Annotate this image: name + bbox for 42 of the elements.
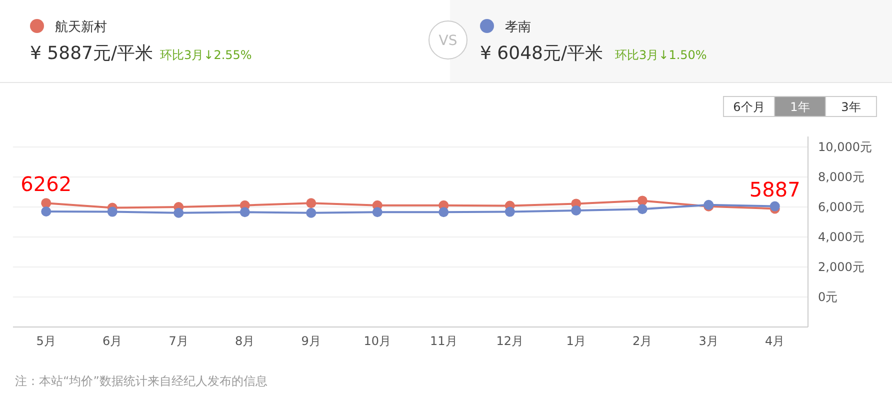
y-tick-label: 10,000元 — [818, 140, 872, 154]
text: 注：本站“均价”数据统计来自经纪人发布的信息 — [15, 374, 268, 388]
x-tick-label: 4月 — [765, 334, 785, 348]
y-tick-label: 0元 — [818, 290, 838, 304]
text: VS — [438, 33, 458, 49]
point — [637, 196, 648, 206]
x-tick-label: 9月 — [301, 334, 321, 348]
legend-label: 航天新村 — [55, 20, 107, 35]
annotation: 5887 — [749, 178, 800, 202]
y-tick-label: 6,000元 — [818, 200, 864, 214]
x-tick-label: 8月 — [235, 334, 255, 348]
legend-label: 孝南 — [505, 20, 531, 35]
x-tick-label: 10月 — [364, 334, 392, 348]
y-tick-label: 2,000元 — [818, 260, 864, 274]
point — [571, 205, 582, 216]
x-tick-label: 1月 — [566, 334, 586, 348]
text: ¥ 5887元/平米 — [30, 43, 154, 64]
text: ¥ 6048元/平米 — [480, 43, 604, 64]
x-tick-label: 11月 — [430, 334, 458, 348]
point — [240, 207, 250, 218]
x-tick-label: 5月 — [36, 334, 56, 348]
x-tick-label: 12月 — [496, 334, 524, 348]
x-tick-label: 7月 — [168, 334, 188, 348]
point — [107, 206, 118, 217]
point — [174, 208, 184, 218]
point — [306, 208, 316, 218]
point — [372, 207, 382, 218]
x-tick-label: 6月 — [102, 334, 122, 348]
y-tick-label: 4,000元 — [818, 230, 864, 244]
text: 环比3月↓1.50% — [615, 48, 707, 62]
point — [306, 198, 316, 208]
annotation: 6262 — [20, 172, 72, 196]
point — [438, 207, 449, 218]
text: 环比3月↓2.55% — [160, 48, 252, 62]
point — [637, 204, 648, 214]
point — [504, 206, 515, 217]
point — [41, 206, 52, 216]
y-tick-label: 8,000元 — [818, 170, 864, 184]
point — [770, 201, 780, 212]
point — [41, 198, 52, 208]
x-tick-label: 2月 — [632, 334, 652, 348]
x-tick-label: 3月 — [698, 334, 718, 348]
